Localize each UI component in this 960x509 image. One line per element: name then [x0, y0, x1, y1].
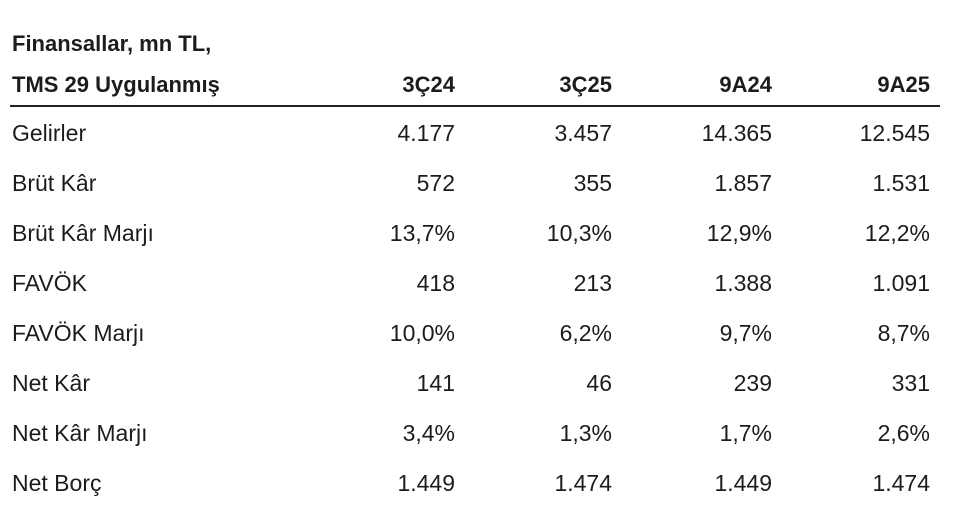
row-label: Net Kâr — [12, 370, 90, 396]
cell: 213 — [573, 270, 612, 296]
cell: 12,2% — [864, 220, 930, 246]
header-title: Finansallar, mn TL, — [12, 31, 212, 56]
row-label: Brüt Kâr — [12, 170, 97, 196]
cell: 1.449 — [714, 470, 772, 496]
cell: 2,6% — [877, 420, 930, 446]
cell: 1.091 — [872, 270, 930, 296]
column-header: 3Ç24 — [402, 72, 455, 97]
header-rule — [10, 105, 940, 107]
cell: 14.365 — [701, 120, 772, 146]
cell: 3,4% — [402, 420, 455, 446]
cell: 331 — [891, 370, 930, 396]
cell: 1.449 — [397, 470, 455, 496]
cell: 12.545 — [859, 120, 930, 146]
cell: 10,3% — [546, 220, 612, 246]
cell: 1.857 — [714, 170, 772, 196]
cell: 1.474 — [872, 470, 930, 496]
cell: 355 — [573, 170, 612, 196]
cell: 12,9% — [706, 220, 772, 246]
cell: 572 — [416, 170, 455, 196]
cell: 1,7% — [719, 420, 772, 446]
cell: 9,7% — [719, 320, 772, 346]
cell: 13,7% — [389, 220, 455, 246]
header-title: TMS 29 Uygulanmış — [12, 72, 220, 97]
column-header: 9A24 — [719, 72, 772, 97]
row-label: Net Kâr Marjı — [12, 420, 148, 446]
cell: 1.388 — [714, 270, 772, 296]
cell: 10,0% — [389, 320, 455, 346]
cell: 1.474 — [554, 470, 612, 496]
cell: 4.177 — [397, 120, 455, 146]
cell: 3.457 — [554, 120, 612, 146]
column-header: 9A25 — [877, 72, 930, 97]
row-label: FAVÖK — [12, 270, 87, 296]
row-label: Brüt Kâr Marjı — [12, 220, 154, 246]
cell: 239 — [733, 370, 772, 396]
cell: 46 — [586, 370, 612, 396]
cell: 141 — [416, 370, 455, 396]
cell: 1,3% — [559, 420, 612, 446]
row-label: Net Borç — [12, 470, 102, 496]
row-label: FAVÖK Marjı — [12, 320, 145, 346]
column-header: 3Ç25 — [559, 72, 612, 97]
row-label: Gelirler — [12, 120, 87, 146]
cell: 8,7% — [877, 320, 930, 346]
cell: 418 — [416, 270, 455, 296]
cell: 1.531 — [872, 170, 930, 196]
cell: 6,2% — [559, 320, 612, 346]
